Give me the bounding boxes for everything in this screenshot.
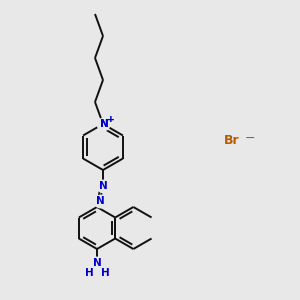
Text: N: N [99,181,107,191]
Text: Br: Br [224,134,240,146]
Text: H: H [100,268,109,278]
Text: +: + [107,116,115,124]
Text: N: N [100,119,108,129]
Text: −: − [245,131,255,145]
Text: N: N [96,196,104,206]
Text: +: + [107,116,115,124]
Text: N: N [100,119,108,129]
Text: N: N [93,258,101,268]
Text: H: H [85,268,93,278]
